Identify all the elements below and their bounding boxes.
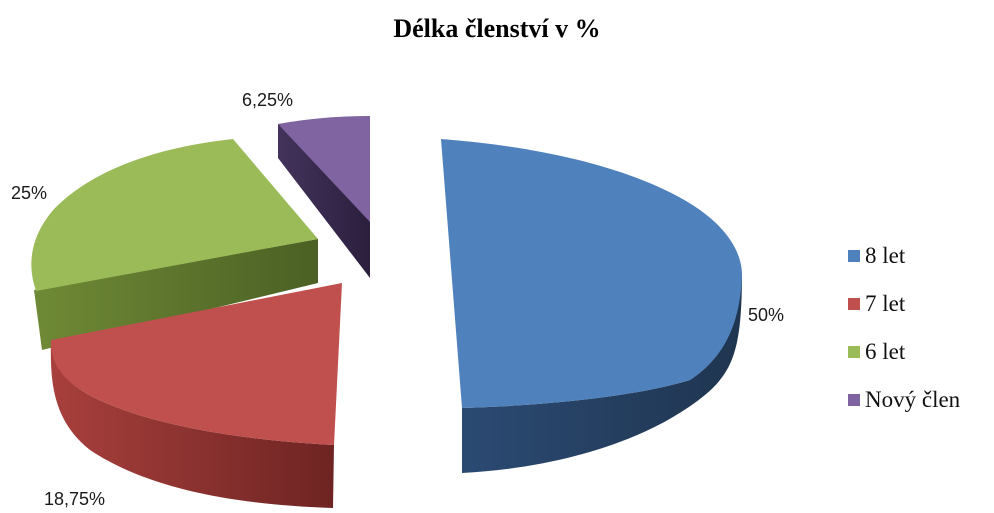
slice-6-let xyxy=(31,139,318,350)
legend-label-6-let: 6 let xyxy=(865,339,906,364)
slice-6-let-top xyxy=(31,139,318,291)
slice-8-let xyxy=(441,139,742,473)
legend-label-novy-clen: Nový člen xyxy=(865,387,961,412)
legend-item-novy-clen: Nový člen xyxy=(848,376,960,424)
slice-novy-clen xyxy=(278,116,370,278)
data-label-novy-clen: 6,25% xyxy=(242,90,293,110)
data-label-6-let: 25% xyxy=(11,183,47,203)
legend-item-7-let: 7 let xyxy=(848,280,960,328)
legend-swatch-6-let xyxy=(848,346,860,358)
slice-7-let-top xyxy=(50,283,343,445)
legend-item-8-let: 8 let xyxy=(848,232,960,280)
data-label-8-let: 50% xyxy=(748,305,784,325)
legend-swatch-7-let xyxy=(848,298,860,310)
slice-7-let-side xyxy=(50,340,335,508)
slice-6-let-side xyxy=(34,239,318,350)
slice-novy-clen-top xyxy=(278,116,370,222)
slice-7-let xyxy=(50,283,343,508)
chart-title: Délka členství v % xyxy=(393,14,601,43)
legend-swatch-novy-clen xyxy=(848,394,860,406)
legend: 8 let 7 let 6 let Nový člen xyxy=(848,232,960,424)
legend-label-7-let: 7 let xyxy=(865,291,906,316)
data-label-7-let: 18,75% xyxy=(44,489,105,509)
slice-8-let-side xyxy=(462,270,742,473)
legend-swatch-8-let xyxy=(848,250,860,262)
legend-item-6-let: 6 let xyxy=(848,328,960,376)
slice-8-let-top xyxy=(441,139,742,408)
legend-label-8-let: 8 let xyxy=(865,243,906,268)
